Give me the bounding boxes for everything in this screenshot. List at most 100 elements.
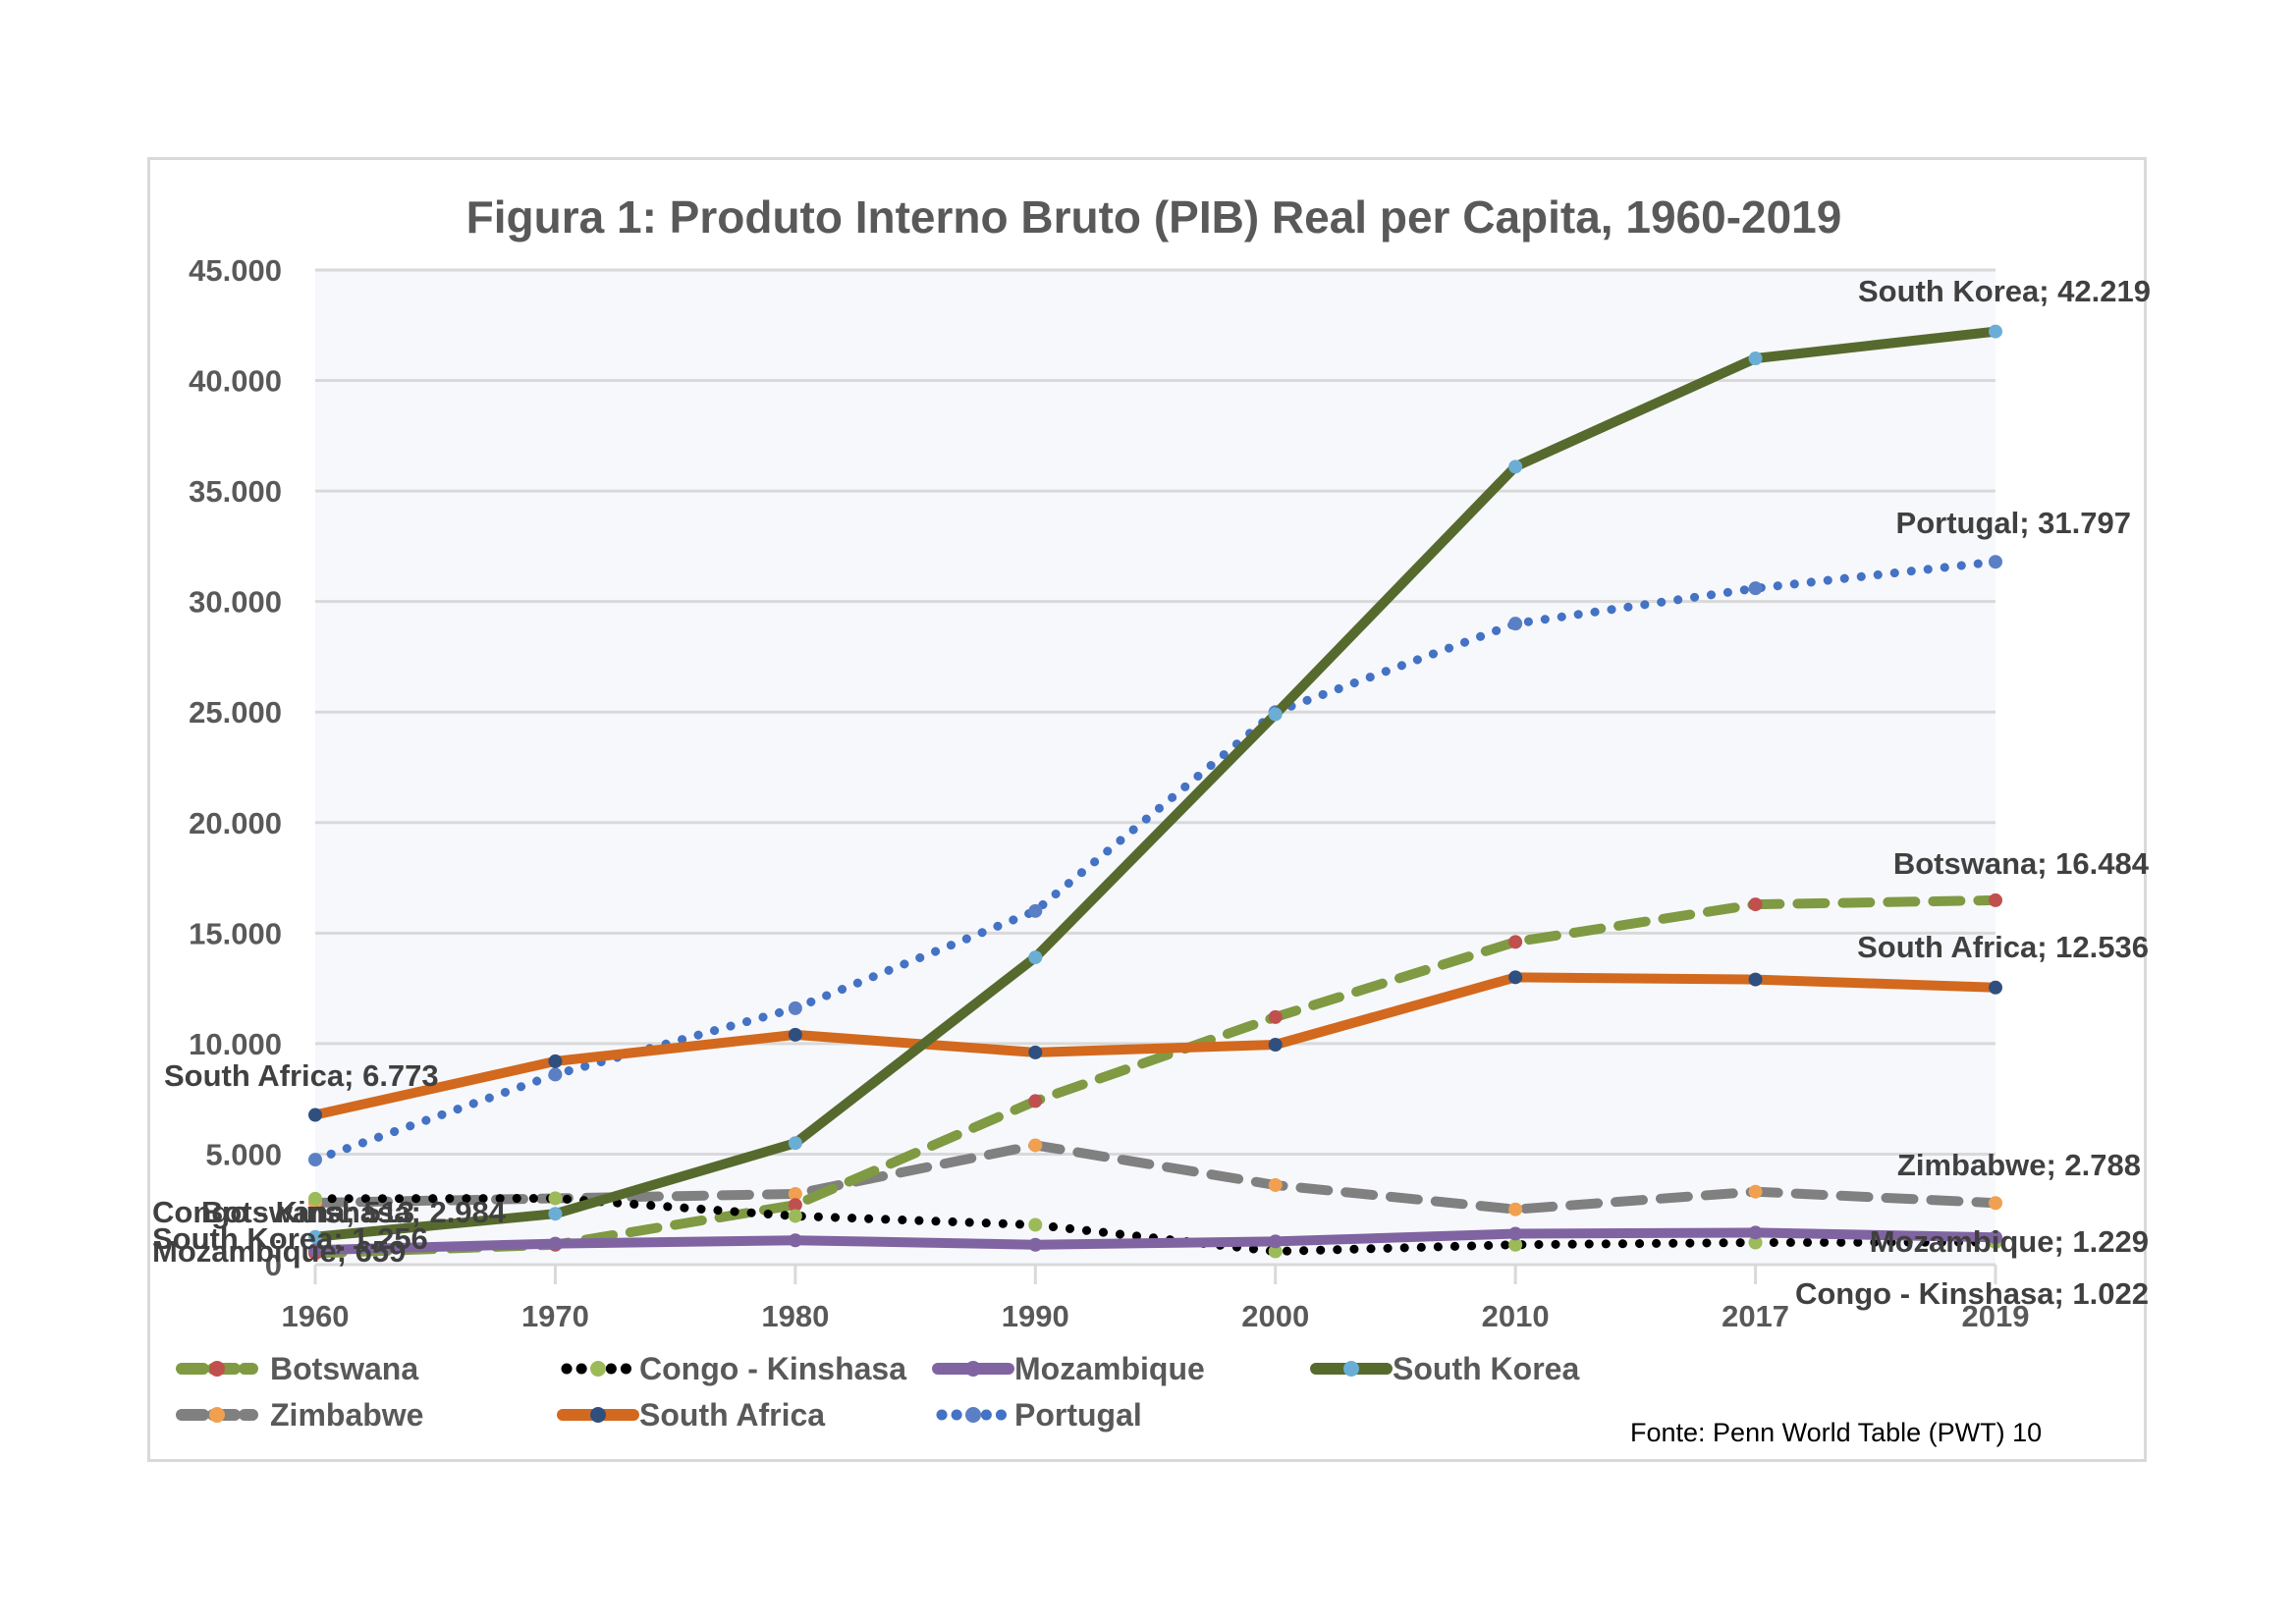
data-label-south-africa: South Africa; 12.536: [1857, 930, 2149, 964]
series-line-portugal: [310, 557, 2000, 1164]
x-tick-label: 1960: [282, 1299, 350, 1333]
data-point-portugal[interactable]: [788, 1001, 802, 1015]
data-point-portugal[interactable]: [1028, 903, 1043, 918]
data-point-south-africa[interactable]: [1748, 972, 1763, 987]
y-tick-label: 10.000: [189, 1027, 282, 1061]
data-point-botswana[interactable]: [1268, 1009, 1283, 1024]
legend-item-south-africa[interactable]: South Africa: [557, 1397, 825, 1433]
data-label-botswana: Botswana; 16.484: [1893, 846, 2150, 881]
y-tick-label: 20.000: [189, 806, 282, 840]
y-tick-label: 35.000: [189, 474, 282, 509]
data-point-south-korea[interactable]: [1508, 460, 1523, 474]
data-point-zimbabwe[interactable]: [1268, 1177, 1283, 1192]
data-point-south-africa[interactable]: [1028, 1045, 1043, 1059]
data-label-congo-kinshasa: Congo - Kinshasa; 1.022: [1795, 1276, 2149, 1311]
legend-item-botswana[interactable]: Botswana: [176, 1351, 418, 1386]
data-point-mozambique[interactable]: [1508, 1226, 1523, 1241]
legend-label-zimbabwe: Zimbabwe: [270, 1397, 423, 1433]
y-axis-ticks: 0 5.000 10.000 15.000 20.000 25.000 30.000 35.0…: [189, 253, 282, 1282]
data-point-south-africa[interactable]: [1508, 970, 1523, 985]
data-point-portugal[interactable]: [1989, 555, 2002, 569]
data-point-portugal[interactable]: [308, 1153, 322, 1167]
data-point-south-korea[interactable]: [1268, 707, 1283, 722]
data-label-congo-kinshasa: Congo - Kinshasa; 2.984: [152, 1195, 507, 1229]
data-point-south-korea[interactable]: [548, 1207, 563, 1221]
data-point-portugal[interactable]: [548, 1067, 563, 1082]
data-point-mozambique[interactable]: [548, 1236, 563, 1251]
legend-item-mozambique[interactable]: Mozambique: [932, 1351, 1205, 1386]
series-congo-kinshasa: [308, 1191, 2002, 1259]
data-point-zimbabwe[interactable]: [1028, 1138, 1043, 1153]
data-point-botswana[interactable]: [1508, 935, 1523, 949]
legend-item-congo-kinshasa[interactable]: Congo - Kinshasa: [561, 1351, 906, 1386]
data-label-mozambique: Mozambique; 659: [152, 1234, 406, 1269]
data-point-south-korea[interactable]: [308, 1229, 322, 1244]
legend-item-portugal[interactable]: Portugal: [936, 1397, 1142, 1433]
x-tick-label: 2017: [1722, 1299, 1789, 1333]
legend-marker-portugal: [965, 1407, 981, 1423]
legend-label-botswana: Botswana: [270, 1351, 418, 1386]
data-label-south-korea: South Korea; 1.256: [152, 1221, 428, 1256]
x-axis-ticks: 1960 1970 1980 1990 2000 2010 2017 2019: [282, 1265, 2030, 1333]
legend-label-congo-kinshasa: Congo - Kinshasa: [639, 1351, 906, 1386]
data-point-south-africa[interactable]: [1989, 980, 2002, 995]
data-point-mozambique[interactable]: [1268, 1234, 1283, 1249]
data-point-congo-kinshasa[interactable]: [1748, 1235, 1763, 1250]
data-point-south-korea[interactable]: [1748, 352, 1763, 366]
data-point-mozambique[interactable]: [1748, 1225, 1763, 1240]
y-tick-label: 25.000: [189, 695, 282, 730]
legend-item-south-korea[interactable]: South Korea: [1310, 1351, 1579, 1386]
x-tick-label: 1990: [1002, 1299, 1069, 1333]
data-point-congo-kinshasa[interactable]: [1028, 1217, 1043, 1232]
y-tick-label: 5.000: [205, 1137, 282, 1171]
data-point-south-africa[interactable]: [788, 1027, 802, 1042]
series-line-mozambique: [310, 1227, 2000, 1256]
series-line-congo-kinshasa: [310, 1194, 2000, 1256]
legend-label-south-africa: South Africa: [639, 1397, 825, 1433]
data-point-botswana[interactable]: [1989, 893, 2002, 907]
data-point-congo-kinshasa[interactable]: [308, 1191, 322, 1206]
data-point-zimbabwe[interactable]: [1748, 1184, 1763, 1199]
data-point-south-korea[interactable]: [788, 1136, 802, 1151]
data-point-congo-kinshasa[interactable]: [1508, 1237, 1523, 1252]
legend-item-zimbabwe[interactable]: Zimbabwe: [176, 1397, 423, 1433]
data-point-south-korea[interactable]: [1028, 950, 1043, 965]
data-point-botswana[interactable]: [788, 1198, 802, 1213]
data-label-botswana: Botswana; 513: [201, 1195, 414, 1229]
legend-label-mozambique: Mozambique: [1014, 1351, 1205, 1386]
x-tick-label: 1970: [521, 1299, 589, 1333]
data-point-south-africa[interactable]: [1268, 1038, 1283, 1053]
data-point-mozambique[interactable]: [788, 1233, 802, 1248]
legend-marker-south-korea: [1343, 1361, 1359, 1377]
legend: Botswana Congo - Kinshasa Mozambique South …: [176, 1351, 1579, 1433]
x-tick-label: 2019: [1962, 1299, 2030, 1333]
data-point-botswana[interactable]: [1028, 1094, 1043, 1109]
data-label-mozambique: Mozambique; 1.229: [1870, 1224, 2149, 1259]
data-point-south-africa[interactable]: [308, 1108, 322, 1122]
data-point-zimbabwe[interactable]: [1989, 1196, 2002, 1211]
data-point-south-korea[interactable]: [1989, 324, 2002, 339]
x-tick-label: 2000: [1241, 1299, 1309, 1333]
legend-label-portugal: Portugal: [1014, 1397, 1142, 1433]
data-point-mozambique[interactable]: [1989, 1230, 2002, 1245]
data-point-mozambique[interactable]: [1028, 1237, 1043, 1252]
data-point-congo-kinshasa[interactable]: [1268, 1244, 1283, 1259]
data-point-mozambique[interactable]: [308, 1243, 322, 1258]
y-tick-label: 0: [265, 1248, 282, 1282]
data-point-portugal[interactable]: [1748, 581, 1763, 596]
legend-marker-mozambique: [965, 1361, 981, 1377]
legend-marker-zimbabwe: [209, 1407, 225, 1423]
series-mozambique: [308, 1225, 2002, 1258]
data-label-south-africa: South Africa; 6.773: [164, 1058, 439, 1093]
data-point-zimbabwe[interactable]: [1508, 1202, 1523, 1217]
data-label-south-korea: South Korea; 42.219: [1858, 274, 2151, 308]
plot-area: [315, 270, 1995, 1265]
data-point-congo-kinshasa[interactable]: [788, 1209, 802, 1223]
data-point-zimbabwe[interactable]: [788, 1186, 802, 1201]
data-point-south-africa[interactable]: [548, 1054, 563, 1068]
data-point-congo-kinshasa[interactable]: [548, 1191, 563, 1206]
data-point-botswana[interactable]: [1748, 897, 1763, 912]
legend-label-south-korea: South Korea: [1393, 1351, 1579, 1386]
data-point-portugal[interactable]: [1508, 617, 1523, 631]
